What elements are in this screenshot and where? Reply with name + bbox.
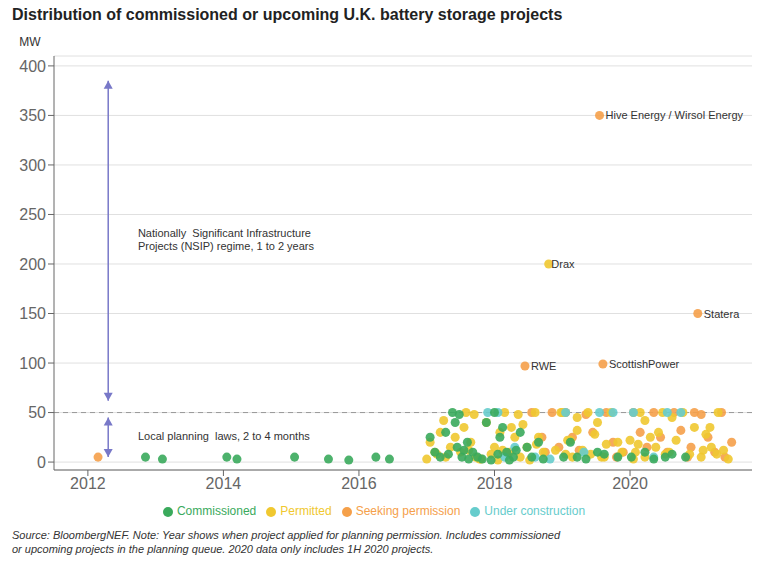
html-text:Seeking permission: Seeking permission [355,504,461,518]
svg-text:Statera: Statera [704,308,740,320]
svg-text:MW: MW [19,35,41,49]
html-text:Distribution of commissioned o: Distribution of commissioned or upcoming… [12,6,563,23]
svg-text:150: 150 [19,305,46,322]
html-text:Source: BloombergNEF. Note: Ye: Source: BloombergNEF. Note: Year shows w… [12,529,561,555]
svg-text:350: 350 [19,107,46,124]
svg-text:2012: 2012 [70,475,106,492]
svg-text:200: 200 [19,256,46,273]
svg-text:2020: 2020 [612,475,648,492]
svg-text:50: 50 [28,404,46,421]
svg-text:Drax: Drax [551,258,575,270]
html-text:Commissioned: Commissioned [176,504,257,518]
html-text:Under construction: Under construction [484,504,586,518]
html-text:Permitted: Permitted [280,504,332,518]
svg-text:Nationally Significant Infras: Nationally Significant InfrastructurePro… [138,227,315,252]
svg-text:100: 100 [19,355,46,372]
svg-text:Hive Energy / Wirsol Energy: Hive Energy / Wirsol Energy [606,109,744,121]
svg-text:400: 400 [19,58,46,75]
svg-text:RWE: RWE [531,360,556,372]
svg-text:250: 250 [19,206,46,223]
svg-text:2018: 2018 [477,475,513,492]
svg-text:ScottishPower: ScottishPower [609,358,680,370]
svg-text:2014: 2014 [206,475,242,492]
svg-text:300: 300 [19,157,46,174]
svg-text:0: 0 [37,454,46,471]
svg-text:2016: 2016 [341,475,377,492]
svg-text:Local planning laws, 2 to 4 m: Local planning laws, 2 to 4 months [138,430,310,442]
